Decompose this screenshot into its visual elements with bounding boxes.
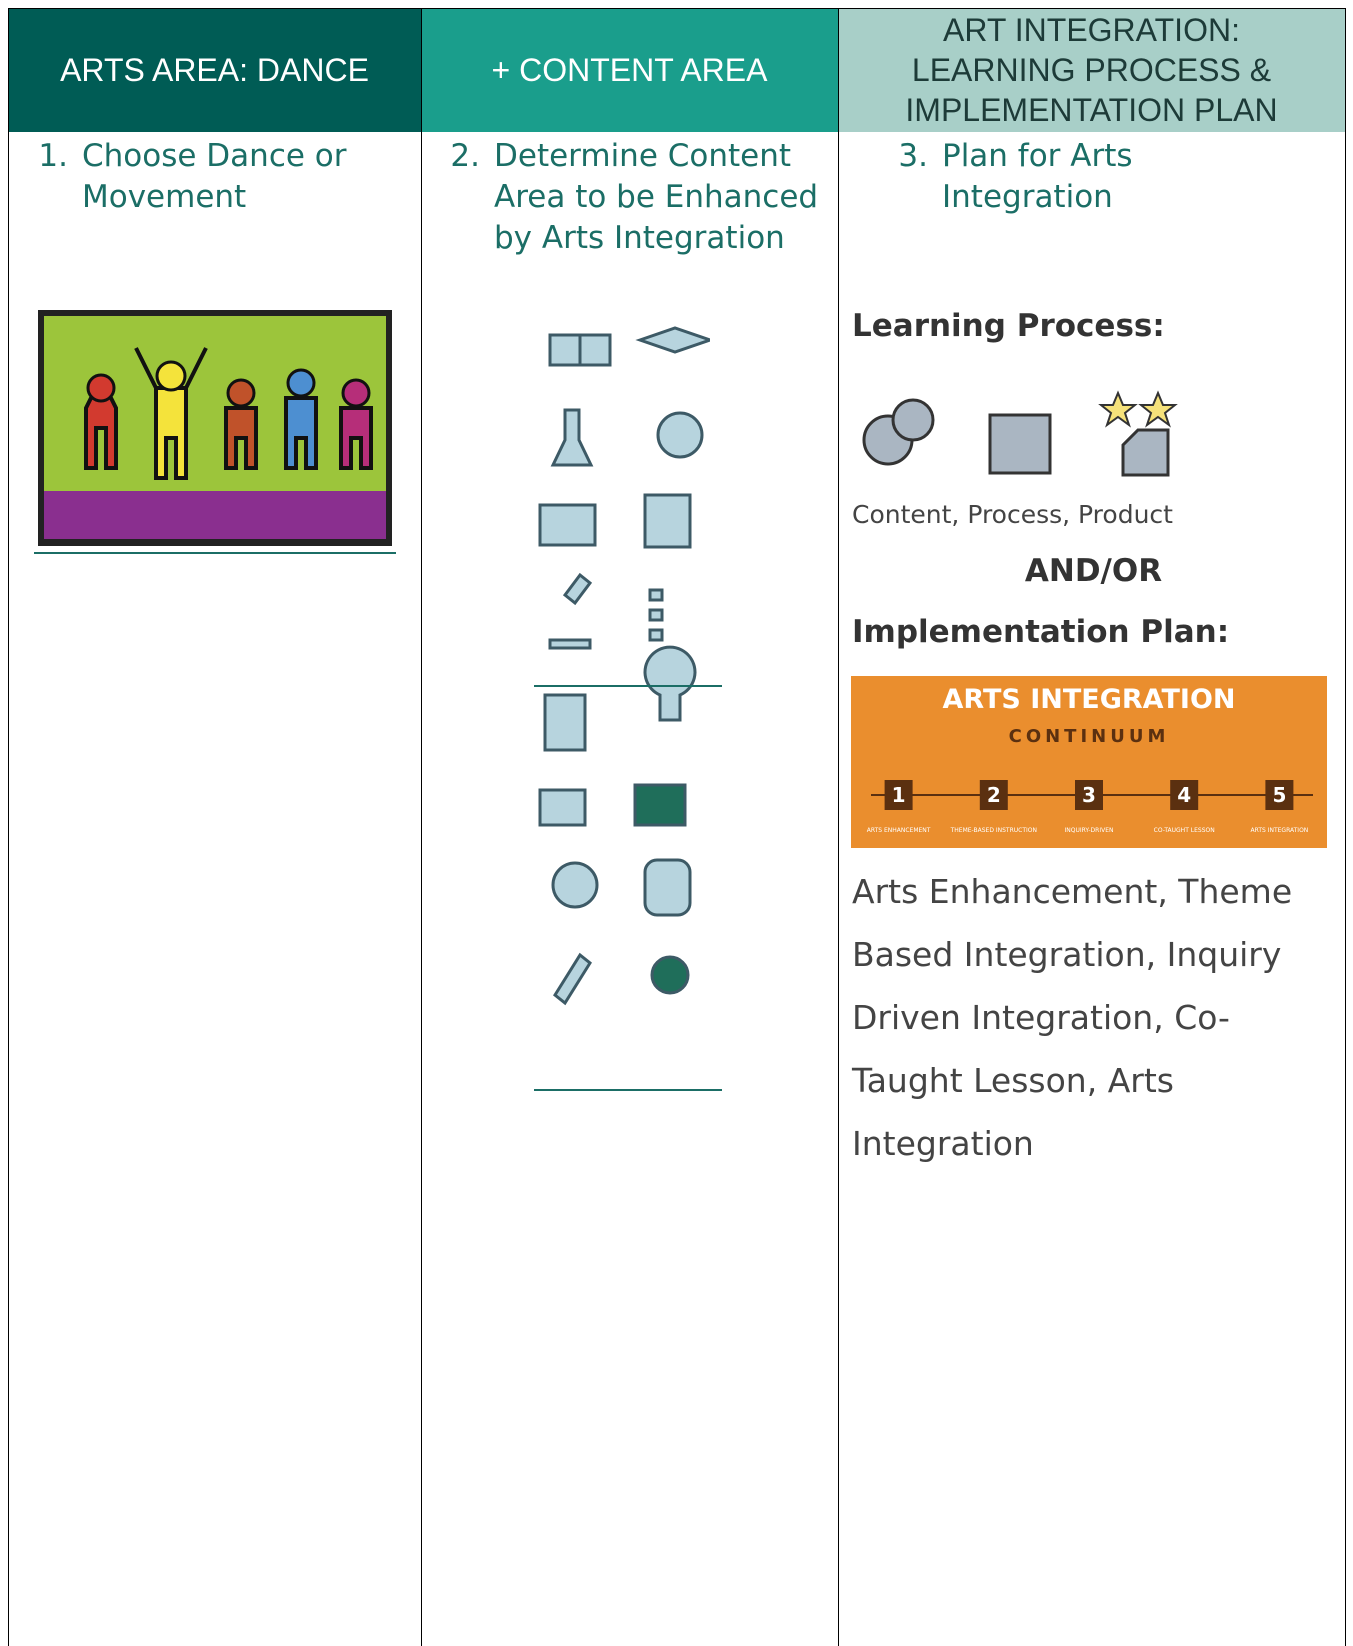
caption: Arts Enhancement, Theme Based Integratio… xyxy=(852,872,1293,1163)
step-text: Plan for Arts Integration xyxy=(942,138,1133,215)
underline xyxy=(534,1089,722,1091)
continuum-box xyxy=(1170,780,1199,810)
step: 3. Plan for Arts Integration xyxy=(848,136,1208,218)
step: 1. Choose Dance or Movement xyxy=(18,136,378,218)
header-cell: ARTS AREA: DANCE xyxy=(8,8,421,132)
border xyxy=(421,8,422,1646)
continuum-box xyxy=(979,780,1008,810)
and-or: AND/OR xyxy=(1024,553,1163,589)
continuum-box xyxy=(1075,780,1103,810)
header-cell: ART INTEGRATION: LEARNING PROCESS & IMPL… xyxy=(838,8,1345,132)
header-cell: + CONTENT AREA xyxy=(421,8,838,132)
process-icons xyxy=(862,390,1178,477)
dance-image xyxy=(38,310,392,546)
heading: Learning Process: xyxy=(852,308,1165,344)
border xyxy=(838,8,839,1646)
underline xyxy=(34,552,396,554)
step-text: Determine Content Area to be Enhanced by… xyxy=(494,138,819,256)
border xyxy=(8,8,1346,9)
step-text: Choose Dance or Movement xyxy=(82,138,347,215)
step-number: 3. xyxy=(898,138,928,174)
border xyxy=(8,8,9,1646)
continuum-box xyxy=(884,780,913,810)
caption: Content, Process, Product xyxy=(852,500,1173,529)
continuum-number: 2 xyxy=(987,783,1001,807)
continuum-image: ARTS INTEGRATION CONTINUUM 1 ARTS ENHANCE… xyxy=(851,676,1327,848)
continuum-label: ARTS INTEGRATION xyxy=(1251,827,1309,834)
continuum-label: ARTS ENHANCEMENT xyxy=(867,827,931,834)
underline xyxy=(534,685,722,687)
heading: Implementation Plan: xyxy=(852,614,1230,650)
continuum-number: 4 xyxy=(1177,783,1191,807)
continuum-label: CO-TAUGHT LESSON xyxy=(1154,827,1215,834)
step-number: 2. xyxy=(450,138,480,174)
step: 2. Determine Content Area to be Enhanced … xyxy=(430,136,820,259)
continuum-label: INQUIRY-DRIVEN xyxy=(1065,827,1114,834)
border xyxy=(1345,8,1346,1646)
continuum-number: 5 xyxy=(1272,783,1286,807)
content-icons xyxy=(538,326,710,1006)
continuum-label: THEME-BASED INSTRUCTION xyxy=(950,827,1037,834)
continuum-number: 1 xyxy=(892,783,906,807)
continuum-box xyxy=(1265,780,1294,810)
step-number: 1. xyxy=(38,138,68,174)
continuum-number: 3 xyxy=(1082,783,1096,807)
continuum-subtitle: CONTINUUM xyxy=(1009,726,1170,747)
continuum-title: ARTS INTEGRATION xyxy=(942,684,1235,715)
